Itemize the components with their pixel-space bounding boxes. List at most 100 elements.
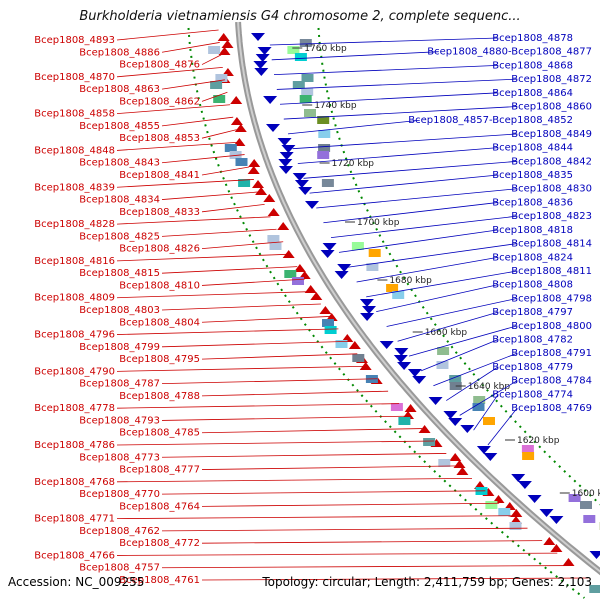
feature-box (386, 284, 399, 292)
reverse-gene-label: Bcep1808_4811 (511, 266, 592, 277)
forward-gene-label: Bcep1808_4848 (34, 145, 115, 156)
reverse-gene-label: Bcep1808_4860 (511, 102, 592, 113)
feature-box (229, 151, 242, 159)
track-border-outer (187, 27, 586, 599)
reverse-gene-label: Bcep1808_4835 (492, 170, 573, 181)
forward-gene-label: Bcep1808_4843 (79, 158, 160, 169)
feature-box (352, 354, 365, 362)
reverse-gene-arrow (253, 61, 268, 69)
reverse-gene-arrow (294, 180, 309, 188)
forward-gene-arrow (230, 117, 243, 125)
reverse-gene-arrow (279, 166, 293, 174)
forward-gene-leader (161, 527, 528, 532)
forward-gene-leader (201, 91, 228, 102)
forward-gene-arrow (543, 537, 556, 545)
feature-box (366, 263, 379, 271)
forward-gene-label: Bcep1808_4772 (119, 538, 200, 549)
forward-gene-leader (116, 141, 241, 151)
forward-gene-arrow (277, 222, 290, 230)
forward-gene-label: Bcep1808_4828 (34, 219, 115, 230)
reverse-gene-arrow (251, 33, 265, 41)
forward-gene-arrow (293, 264, 306, 272)
reverse-gene-arrow (428, 397, 443, 405)
reverse-gene-leader (356, 256, 499, 283)
forward-gene-label: Bcep1808_4803 (79, 305, 160, 316)
reverse-gene-leader (273, 65, 499, 76)
forward-gene-leader (116, 552, 558, 556)
forward-gene-leader (161, 154, 245, 164)
forward-gene-leader (116, 216, 271, 225)
forward-gene-label: Bcep1808_4841 (119, 170, 200, 181)
topology-summary: Topology: circular; Length: 2,411,759 bp… (262, 575, 592, 589)
forward-gene-leader (116, 440, 435, 446)
forward-gene-leader (161, 266, 298, 274)
feature-box (392, 291, 405, 299)
reverse-gene-leader (459, 380, 518, 416)
forward-gene-label: Bcep1808_4778 (34, 403, 115, 414)
feature-box (483, 417, 495, 425)
reverse-gene-leader (420, 339, 499, 372)
reverse-gene-leader (397, 311, 499, 342)
forward-gene-label: Bcep1808_4790 (34, 366, 115, 377)
reverse-gene-leader (408, 325, 518, 357)
feature-box (485, 501, 498, 509)
reverse-gene-arrow (517, 481, 532, 489)
reverse-gene-arrow (322, 243, 337, 251)
reverse-gene-leader (271, 51, 439, 61)
reverse-gene-arrow (257, 47, 272, 55)
reverse-gene-arrow (476, 446, 491, 454)
reverse-gene-arrow (443, 411, 458, 419)
reverse-gene-leader (386, 297, 518, 327)
track-border-inner (317, 27, 600, 506)
reverse-gene-arrow (393, 355, 408, 363)
forward-gene-leader (201, 54, 222, 65)
forward-gene-leader (116, 29, 219, 41)
reverse-gene-label: Bcep1808_4818 (492, 225, 573, 236)
feature-box (589, 585, 600, 593)
feature-box (284, 270, 297, 278)
feature-box (472, 403, 485, 411)
feature-box (267, 235, 280, 243)
forward-gene-arrow (217, 33, 230, 41)
forward-gene-leader (116, 104, 231, 115)
feature-box (322, 319, 334, 327)
reverse-gene-arrow (448, 418, 463, 426)
forward-gene-arrow (304, 285, 317, 293)
forward-gene-leader (161, 303, 321, 311)
kbp-tick-label: 1600 kbp (572, 489, 600, 499)
forward-gene-label: Bcep1808_4858 (34, 109, 115, 120)
forward-gene-leader (116, 515, 514, 520)
reverse-gene-label: Bcep1808_4864 (492, 88, 573, 99)
reverse-gene-arrow (359, 299, 374, 307)
feature-box (299, 95, 312, 103)
kbp-tick-label: 1720 kbp (332, 159, 375, 169)
reverse-gene-arrow (279, 152, 294, 160)
reverse-gene-label: Bcep1808_4782 (492, 334, 573, 345)
reverse-gene-arrow (460, 425, 475, 433)
feature-box (580, 501, 592, 509)
reverse-gene-label: Bcep1808_4798 (511, 293, 592, 304)
forward-gene-label: Bcep1808_4886 (79, 47, 160, 58)
reverse-gene-label: Bcep1808_4872 (511, 74, 592, 85)
forward-gene-label: Bcep1808_4855 (79, 121, 160, 132)
forward-gene-leader (161, 565, 573, 569)
reverse-gene-leader (287, 119, 420, 135)
feature-box (208, 46, 221, 54)
forward-gene-label: Bcep1808_4853 (119, 133, 200, 144)
reverse-gene-leader (292, 133, 518, 150)
forward-gene-arrow (267, 208, 280, 216)
reverse-gene-label: Bcep1808_4784 (511, 376, 592, 387)
forward-gene-label: Bcep1808_4833 (119, 207, 200, 218)
forward-gene-arrow (221, 40, 234, 48)
reverse-gene-arrow (334, 271, 349, 279)
reverse-gene-label: Bcep1808_4779 (492, 362, 573, 373)
reverse-gene-label: Bcep1808_4814 (511, 239, 592, 250)
reverse-gene-label: Bcep1808_4868 (492, 60, 573, 71)
forward-gene-arrow (252, 180, 264, 188)
feature-box (583, 515, 596, 523)
forward-gene-label: Bcep1808_4768 (34, 477, 115, 488)
feature-box (436, 361, 449, 369)
reverse-gene-leader (487, 407, 518, 446)
forward-gene-arrow (248, 159, 261, 167)
